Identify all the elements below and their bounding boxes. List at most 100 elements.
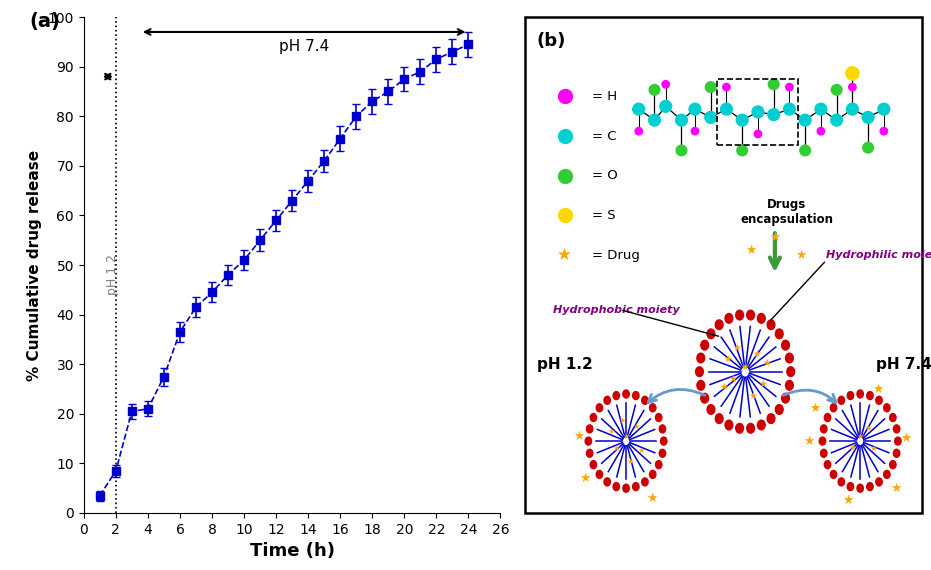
Circle shape bbox=[758, 314, 765, 323]
Text: Drugs
encapsulation: Drugs encapsulation bbox=[740, 198, 833, 226]
Circle shape bbox=[661, 437, 667, 445]
Text: ★: ★ bbox=[622, 431, 629, 441]
Point bbox=[798, 146, 813, 155]
Circle shape bbox=[701, 393, 708, 403]
Text: ★: ★ bbox=[752, 349, 762, 359]
Circle shape bbox=[747, 424, 754, 433]
Circle shape bbox=[614, 483, 619, 491]
Circle shape bbox=[857, 390, 863, 398]
Text: = C: = C bbox=[592, 129, 617, 142]
Point bbox=[719, 104, 734, 113]
Text: ★: ★ bbox=[900, 432, 911, 445]
Circle shape bbox=[715, 414, 723, 424]
Point bbox=[631, 127, 646, 136]
Text: = O: = O bbox=[592, 169, 618, 182]
Point bbox=[876, 127, 891, 136]
Point bbox=[830, 116, 844, 125]
Point bbox=[860, 113, 875, 122]
Point bbox=[814, 127, 829, 136]
Circle shape bbox=[632, 392, 639, 400]
Text: ★: ★ bbox=[843, 494, 854, 507]
Text: pH 7.4: pH 7.4 bbox=[876, 357, 931, 372]
Circle shape bbox=[707, 329, 715, 339]
Text: ★: ★ bbox=[749, 390, 758, 401]
Circle shape bbox=[725, 420, 733, 430]
Point bbox=[750, 107, 765, 116]
Text: ★: ★ bbox=[803, 434, 815, 447]
Point bbox=[687, 127, 702, 136]
Text: ★: ★ bbox=[632, 422, 640, 431]
Point bbox=[766, 80, 781, 89]
Point bbox=[876, 104, 891, 113]
Circle shape bbox=[697, 353, 705, 363]
Circle shape bbox=[587, 449, 593, 457]
Point bbox=[687, 104, 702, 113]
Circle shape bbox=[767, 414, 775, 424]
Circle shape bbox=[632, 483, 639, 491]
Circle shape bbox=[776, 405, 783, 414]
Text: ★: ★ bbox=[638, 446, 645, 454]
Text: ★: ★ bbox=[762, 358, 771, 368]
Point bbox=[631, 104, 646, 113]
Text: ★: ★ bbox=[733, 343, 741, 353]
Circle shape bbox=[787, 367, 795, 377]
Point bbox=[782, 104, 797, 113]
Point bbox=[735, 146, 749, 155]
Circle shape bbox=[820, 449, 827, 457]
Circle shape bbox=[824, 461, 830, 469]
Text: ★: ★ bbox=[719, 381, 728, 392]
Circle shape bbox=[623, 484, 629, 492]
Circle shape bbox=[758, 420, 765, 430]
Text: ★: ★ bbox=[769, 231, 780, 245]
Point bbox=[845, 83, 860, 92]
FancyBboxPatch shape bbox=[525, 17, 922, 513]
Circle shape bbox=[641, 396, 648, 404]
Point bbox=[735, 116, 749, 125]
Circle shape bbox=[786, 353, 793, 363]
Text: = S: = S bbox=[592, 209, 616, 222]
Point bbox=[674, 116, 689, 125]
X-axis label: Time (h): Time (h) bbox=[250, 542, 334, 560]
Point bbox=[860, 143, 875, 152]
Circle shape bbox=[701, 340, 708, 350]
Bar bbox=[718, 79, 799, 145]
Point bbox=[814, 104, 829, 113]
Circle shape bbox=[884, 404, 890, 412]
Text: ★: ★ bbox=[618, 416, 626, 425]
Point bbox=[647, 86, 662, 95]
Point bbox=[719, 83, 734, 92]
Point bbox=[703, 113, 718, 122]
Circle shape bbox=[715, 320, 723, 329]
Circle shape bbox=[857, 484, 863, 492]
Text: = H: = H bbox=[592, 90, 617, 103]
Text: ★: ★ bbox=[729, 374, 737, 384]
Text: ★: ★ bbox=[741, 362, 749, 372]
Text: pH 7.4: pH 7.4 bbox=[279, 39, 330, 54]
Circle shape bbox=[655, 461, 662, 469]
Circle shape bbox=[776, 329, 783, 339]
Circle shape bbox=[895, 437, 901, 445]
Text: ★: ★ bbox=[557, 246, 572, 264]
Point bbox=[658, 102, 673, 111]
Circle shape bbox=[767, 320, 775, 329]
Text: pH 1.2: pH 1.2 bbox=[106, 254, 119, 295]
Circle shape bbox=[884, 470, 890, 478]
Circle shape bbox=[847, 392, 854, 400]
Circle shape bbox=[695, 367, 703, 377]
Text: ★: ★ bbox=[579, 472, 590, 485]
Text: ★: ★ bbox=[848, 442, 856, 451]
Circle shape bbox=[820, 425, 827, 433]
Point bbox=[647, 116, 662, 125]
Circle shape bbox=[604, 478, 611, 486]
Text: ★: ★ bbox=[627, 457, 634, 466]
Point bbox=[798, 116, 813, 125]
Circle shape bbox=[782, 393, 789, 403]
Circle shape bbox=[847, 483, 854, 491]
Text: ★: ★ bbox=[646, 491, 657, 504]
Circle shape bbox=[824, 413, 830, 422]
Point bbox=[703, 83, 718, 92]
Text: ★: ★ bbox=[809, 402, 820, 416]
Circle shape bbox=[650, 404, 656, 412]
Text: ★: ★ bbox=[759, 379, 767, 389]
Text: ★: ★ bbox=[746, 243, 757, 256]
